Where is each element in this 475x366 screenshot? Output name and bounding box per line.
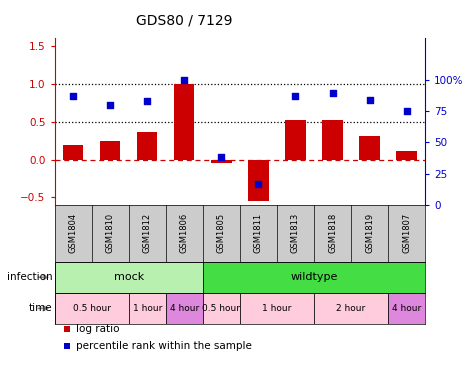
Text: GSM1812: GSM1812 xyxy=(143,213,152,253)
Text: 2 hour: 2 hour xyxy=(336,304,366,313)
Text: 0.5 hour: 0.5 hour xyxy=(202,304,240,313)
Bar xyxy=(323,120,342,160)
Bar xyxy=(203,262,425,293)
Bar xyxy=(174,84,194,160)
Text: GSM1810: GSM1810 xyxy=(106,213,114,253)
Text: GSM1813: GSM1813 xyxy=(291,213,300,253)
Point xyxy=(255,181,262,187)
Point xyxy=(329,90,336,96)
Point xyxy=(106,102,114,108)
Bar xyxy=(63,145,83,160)
Text: wildtype: wildtype xyxy=(290,272,338,282)
Text: GSM1804: GSM1804 xyxy=(69,213,77,253)
Point xyxy=(403,108,410,114)
Bar xyxy=(285,120,305,160)
Bar xyxy=(211,160,231,163)
Text: percentile rank within the sample: percentile rank within the sample xyxy=(76,341,252,351)
Text: 1 hour: 1 hour xyxy=(133,304,162,313)
Bar xyxy=(397,151,417,160)
Bar xyxy=(314,293,388,324)
Text: GDS80 / 7129: GDS80 / 7129 xyxy=(136,14,233,27)
Text: GSM1818: GSM1818 xyxy=(328,213,337,253)
Point xyxy=(218,154,225,160)
Text: mock: mock xyxy=(114,272,144,282)
Bar xyxy=(203,293,240,324)
Text: GSM1805: GSM1805 xyxy=(217,213,226,253)
Bar xyxy=(360,136,380,160)
Text: 4 hour: 4 hour xyxy=(392,304,421,313)
Text: 0.5 hour: 0.5 hour xyxy=(73,304,111,313)
Text: GSM1811: GSM1811 xyxy=(254,213,263,253)
Text: 4 hour: 4 hour xyxy=(170,304,199,313)
Bar xyxy=(137,131,157,160)
Bar xyxy=(388,293,425,324)
Point xyxy=(366,97,373,103)
Text: log ratio: log ratio xyxy=(76,324,120,335)
Bar xyxy=(55,262,203,293)
Text: GSM1819: GSM1819 xyxy=(365,213,374,253)
Point xyxy=(69,93,77,99)
Text: GSM1807: GSM1807 xyxy=(402,213,411,253)
Point xyxy=(292,93,299,99)
Bar xyxy=(55,293,129,324)
Bar xyxy=(248,160,268,201)
Bar xyxy=(240,293,314,324)
Text: time: time xyxy=(28,303,52,313)
Text: infection: infection xyxy=(7,272,52,282)
Bar xyxy=(129,293,166,324)
Bar xyxy=(166,293,203,324)
Point xyxy=(143,98,151,104)
Text: 1 hour: 1 hour xyxy=(262,304,292,313)
Text: GSM1806: GSM1806 xyxy=(180,213,189,253)
Bar xyxy=(100,141,120,160)
Point xyxy=(180,77,188,83)
